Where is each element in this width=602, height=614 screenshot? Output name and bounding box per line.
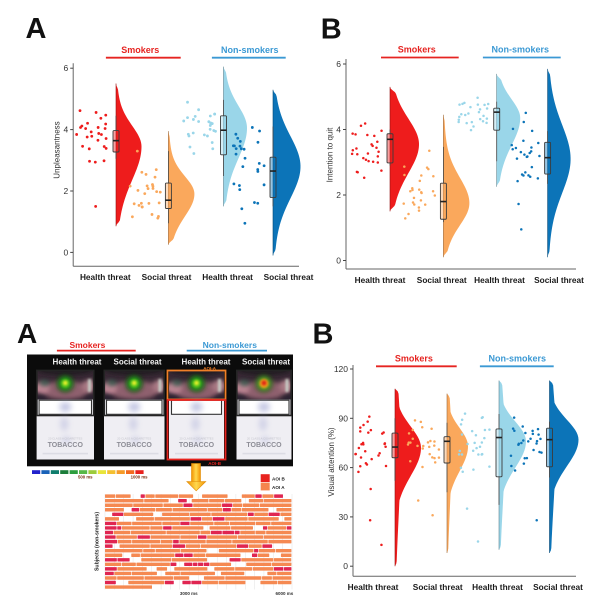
svg-text:Smokers: Smokers <box>398 45 436 55</box>
svg-text:Unpleasantness: Unpleasantness <box>53 121 62 178</box>
svg-text:20 CLASS A CIGARETTES: 20 CLASS A CIGARETTES <box>48 437 82 441</box>
svg-text:1000 ms: 1000 ms <box>131 475 149 480</box>
svg-text:0: 0 <box>343 561 348 571</box>
svg-text:Non-smokers: Non-smokers <box>492 45 550 55</box>
svg-text:20 CLASS A CIGARETTES: 20 CLASS A CIGARETTES <box>247 437 281 441</box>
svg-text:6: 6 <box>336 59 341 69</box>
svg-text:120: 120 <box>334 364 348 374</box>
svg-text:Health threat: Health threat <box>80 272 131 282</box>
svg-text:6: 6 <box>63 63 68 73</box>
svg-text:Social threat: Social threat <box>264 272 314 282</box>
svg-text:Health threat: Health threat <box>472 582 523 592</box>
svg-text:Health threat: Health threat <box>474 275 525 285</box>
svg-text:Non-smokers: Non-smokers <box>221 45 279 55</box>
svg-text:Social threat: Social threat <box>417 275 467 285</box>
svg-text:3000 ms: 3000 ms <box>180 591 198 596</box>
svg-text:TOBACCO: TOBACCO <box>246 442 282 449</box>
svg-text:4: 4 <box>336 125 341 135</box>
svg-text:TOBACCO: TOBACCO <box>48 442 84 449</box>
svg-text:6000 ms: 6000 ms <box>276 591 294 596</box>
svg-text:Social threat: Social threat <box>413 582 463 592</box>
svg-text:Social threat: Social threat <box>142 272 192 282</box>
svg-text:Non-smokers: Non-smokers <box>489 354 547 364</box>
svg-text:2: 2 <box>336 190 341 200</box>
svg-text:Intention to quit: Intention to quit <box>326 127 335 182</box>
svg-text:AOI-A: AOI-A <box>203 366 216 371</box>
svg-text:A: A <box>17 318 37 349</box>
svg-text:B: B <box>313 319 334 351</box>
svg-text:60: 60 <box>339 463 349 473</box>
svg-text:Smokers: Smokers <box>395 354 433 364</box>
svg-text:B: B <box>321 14 342 46</box>
svg-text:Health threat: Health threat <box>182 358 231 367</box>
svg-text:Health threat: Health threat <box>348 582 399 592</box>
svg-text:20 CLASS A CIGARETTES: 20 CLASS A CIGARETTES <box>117 437 151 441</box>
svg-text:Health threat: Health threat <box>53 358 102 367</box>
svg-text:Social threat: Social threat <box>113 358 161 367</box>
svg-text:TOBACCO: TOBACCO <box>117 442 153 449</box>
svg-text:TOBACCO: TOBACCO <box>179 442 215 449</box>
svg-text:Subjects (non-smokers): Subjects (non-smokers) <box>95 512 101 571</box>
svg-text:Smokers: Smokers <box>69 340 105 350</box>
svg-text:AOI-B: AOI-B <box>208 461 221 466</box>
svg-text:0: 0 <box>63 247 68 257</box>
svg-text:Social threat: Social threat <box>242 358 290 367</box>
svg-text:Social threat: Social threat <box>533 582 583 592</box>
svg-text:AOI B: AOI B <box>272 476 285 481</box>
svg-text:20 CLASS A CIGARETTES: 20 CLASS A CIGARETTES <box>179 437 213 441</box>
svg-text:30: 30 <box>339 512 349 522</box>
svg-text:Health threat: Health threat <box>202 272 253 282</box>
svg-text:Smokers: Smokers <box>121 45 159 55</box>
svg-text:A: A <box>26 13 47 45</box>
svg-text:AOI A: AOI A <box>272 485 285 490</box>
svg-text:4: 4 <box>63 125 68 135</box>
svg-text:90: 90 <box>339 413 349 423</box>
svg-text:500 ms: 500 ms <box>78 475 93 480</box>
svg-text:0: 0 <box>336 256 341 266</box>
svg-text:Non-smokers: Non-smokers <box>203 340 258 350</box>
svg-text:Health threat: Health threat <box>355 275 406 285</box>
svg-text:Visual attention (%): Visual attention (%) <box>327 427 336 497</box>
svg-text:Social threat: Social threat <box>534 275 584 285</box>
svg-text:2: 2 <box>63 186 68 196</box>
